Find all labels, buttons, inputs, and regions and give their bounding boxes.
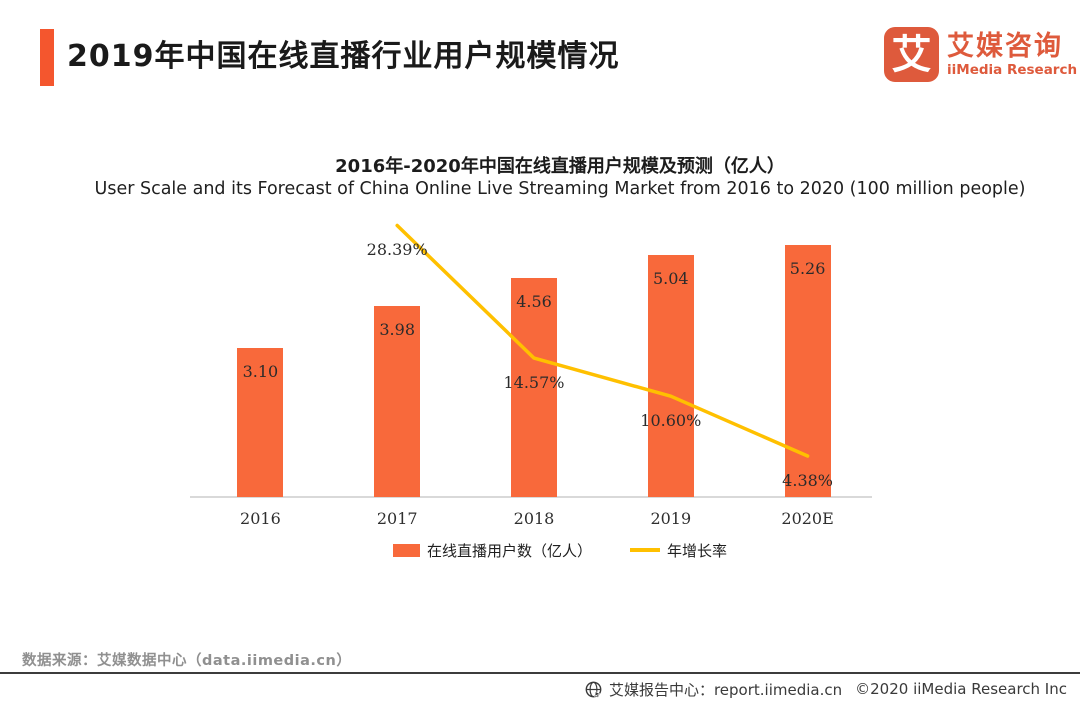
x-axis-line [190, 496, 872, 498]
x-axis-label: 2016 [240, 509, 281, 528]
plot-area: 3.10 2016 3.98 2017 4.56 2018 5.04 2019 5.26 2020… [190, 210, 876, 528]
x-axis-label: 2020E [781, 509, 834, 528]
chart-legend: 在线直播用户数（亿人） 年增长率 [40, 540, 1080, 560]
copyright-text: ©2020 iiMedia Research Inc [855, 680, 1067, 698]
growth-line [395, 223, 810, 458]
bar-value-label: 5.04 [652, 269, 689, 288]
bar-2016 [237, 348, 284, 497]
legend-label-growth: 年增长率 [667, 541, 728, 560]
chart-title-cn: 2016年-2020年中国在线直播用户规模及预测（亿人） [335, 156, 785, 177]
growth-rate-label: 28.39% [366, 240, 428, 260]
x-axis-label: 2017 [376, 509, 418, 528]
chart-title-en: User Scale and its Forecast of China Onl… [94, 179, 1026, 199]
page-title: 2019年中国在线直播行业用户规模情况 [67, 39, 620, 74]
x-axis-label: 2018 [513, 509, 555, 528]
footer-divider [0, 672, 1080, 674]
x-axis-label: 2019 [650, 509, 692, 528]
brand-logo: 艾 艾媒咨询 iiMedia Research [884, 27, 1077, 82]
growth-rate-label: 14.57% [503, 373, 565, 393]
legend-item-users: 在线直播用户数（亿人） [392, 540, 592, 561]
brand-text: 艾媒咨询 iiMedia Research [947, 27, 1077, 82]
bar-value-label: 3.10 [242, 362, 279, 381]
legend-label-users: 在线直播用户数（亿人） [426, 541, 592, 560]
title-accent-bar [40, 29, 54, 86]
bar-value-label: 3.98 [379, 320, 415, 339]
logo-glyph: 艾 [891, 31, 932, 78]
data-source: 数据来源：艾媒数据中心（data.iimedia.cn） [22, 653, 352, 669]
footer: 艾媒报告中心：report.iimedia.cn ©2020 iiMedia R… [585, 678, 1067, 700]
bar-2019 [647, 255, 694, 497]
brand-name-cn: 艾媒咨询 [947, 30, 1063, 62]
bar-2018 [511, 278, 557, 497]
iimedia-logo-icon: 艾 [884, 27, 939, 82]
bar-value-label: 4.56 [516, 292, 552, 311]
legend-item-growth: 年增长率 [630, 540, 727, 561]
growth-rate-label: 4.38% [782, 470, 833, 490]
brand-name-en: iiMedia Research [947, 61, 1078, 78]
growth-rate-label: 10.60% [640, 411, 702, 431]
bar-swatch-icon [392, 543, 420, 557]
bar-2017 [374, 306, 421, 497]
globe-icon [585, 681, 602, 698]
report-center-text: 艾媒报告中心：report.iimedia.cn [608, 680, 843, 699]
line-swatch-icon [630, 548, 660, 552]
bar-value-label: 5.26 [789, 259, 826, 278]
